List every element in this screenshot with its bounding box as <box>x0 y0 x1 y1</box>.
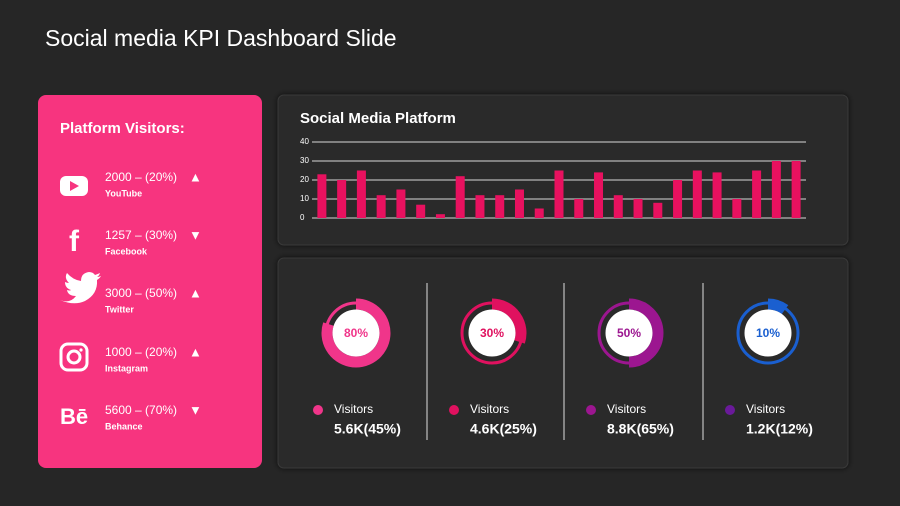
donut-arc <box>491 298 527 344</box>
bar <box>752 170 762 218</box>
trend-arrow: ▲ <box>189 344 202 359</box>
legend-dot <box>586 405 596 415</box>
bar <box>732 199 742 218</box>
bar <box>673 180 683 218</box>
icons <box>59 176 101 372</box>
donut-panel <box>277 257 849 469</box>
donut-label: 50% <box>617 326 641 340</box>
legend-label: Visitors <box>334 402 373 416</box>
bar <box>376 195 386 218</box>
platform-name: Behance <box>105 421 143 431</box>
platform-icon: f <box>69 225 80 258</box>
slide-title: Social media KPI Dashboard Slide <box>45 25 397 51</box>
bar <box>712 172 722 218</box>
platform-value: 1000 – (20%) <box>105 345 177 359</box>
instagram-icon <box>59 342 89 372</box>
legend-label: Visitors <box>607 402 646 416</box>
platform-value: 3000 – (50%) <box>105 286 177 300</box>
platform-name: Facebook <box>105 246 148 256</box>
platform-value: 1257 – (30%) <box>105 228 177 242</box>
bar <box>455 176 465 218</box>
legend-label: Visitors <box>746 402 785 416</box>
instagram-lens <box>66 349 82 365</box>
y-tick-label: 20 <box>300 175 309 184</box>
bar <box>653 202 663 218</box>
legend-value: 5.6K(45%) <box>334 421 401 437</box>
donut-arc <box>767 298 789 315</box>
legend-label: Visitors <box>470 402 509 416</box>
bar <box>356 170 366 218</box>
panel-heading: Platform Visitors: <box>60 120 185 137</box>
donut-hole <box>332 309 380 357</box>
platform-panel <box>38 95 262 468</box>
bar <box>574 199 584 218</box>
platform-name: Twitter <box>105 304 134 314</box>
bar <box>416 204 426 218</box>
bar <box>475 195 485 218</box>
platform-value: 5600 – (70%) <box>105 403 177 417</box>
donut-hole <box>744 309 792 357</box>
platform-value: 2000 – (20%) <box>105 170 177 184</box>
donut-arc <box>321 298 391 368</box>
trend-arrow: ▼ <box>189 227 202 242</box>
bar <box>534 208 544 218</box>
donut-hole <box>468 309 516 357</box>
donut-arc <box>628 298 664 368</box>
bar <box>594 172 604 218</box>
y-tick-label: 10 <box>300 194 309 203</box>
twitter-icon <box>60 272 101 304</box>
trend-arrow: ▲ <box>189 169 202 184</box>
bar <box>337 180 347 218</box>
y-tick-label: 0 <box>300 213 305 222</box>
instagram-dot <box>79 348 83 352</box>
platform-name: Instagram <box>105 363 148 373</box>
bar <box>396 189 406 218</box>
legend-dot <box>313 405 323 415</box>
donut-label: 10% <box>756 326 780 340</box>
bar <box>692 170 702 218</box>
donut-label: 80% <box>344 326 368 340</box>
legend-dot <box>449 405 459 415</box>
youtube-play <box>70 181 79 191</box>
bar <box>633 199 643 218</box>
platform-name: YouTube <box>105 188 142 198</box>
bar <box>771 161 781 218</box>
legend-value: 1.2K(12%) <box>746 421 813 437</box>
bar <box>554 170 564 218</box>
trend-arrow: ▼ <box>189 402 202 417</box>
bar <box>495 195 505 218</box>
bar <box>435 214 445 218</box>
donut-label: 30% <box>480 326 504 340</box>
bar <box>514 189 524 218</box>
legend-dot <box>725 405 735 415</box>
legend-value: 4.6K(25%) <box>470 421 537 437</box>
platform-icon: Bē <box>60 404 88 429</box>
donut-hole <box>605 309 653 357</box>
bar <box>791 161 801 218</box>
y-tick-label: 40 <box>300 137 309 146</box>
y-tick-label: 30 <box>300 156 309 165</box>
chart-title: Social Media Platform <box>300 110 456 127</box>
legend-value: 8.8K(65%) <box>607 421 674 437</box>
trend-arrow: ▲ <box>189 285 202 300</box>
bar <box>317 174 327 218</box>
bar <box>613 195 623 218</box>
